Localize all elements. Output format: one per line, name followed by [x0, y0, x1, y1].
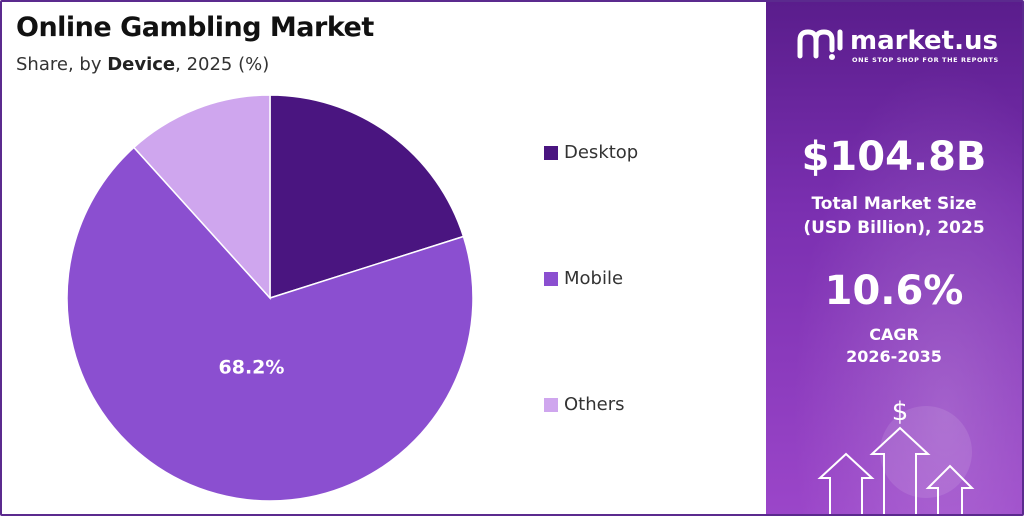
cagr-caption-line-1: CAGR: [869, 325, 919, 344]
cagr-caption: CAGR 2026-2035: [766, 324, 1022, 368]
chart-panel: Online Gambling Market Share, by Device,…: [2, 2, 766, 514]
brand-name: market.us: [850, 26, 998, 56]
legend-label: Desktop: [564, 142, 639, 163]
legend-swatch: [544, 271, 558, 286]
pie-slice-others: [132, 94, 271, 300]
panel-background-glow: [766, 2, 1022, 514]
chart-subtitle: Share, by Device, 2025 (%): [16, 54, 269, 75]
legend-item-desktop: Desktop: [544, 142, 638, 163]
legend-label: Mobile: [564, 268, 624, 289]
market-size-caption: Total Market Size (USD Billion), 2025: [766, 192, 1022, 240]
dollar-symbol: $: [892, 397, 909, 427]
pie-slice-desktop: [269, 94, 465, 300]
market-size-value: $104.8B: [801, 134, 987, 180]
summary-panel: market.us ONE STOP SHOP FOR THE REPORTS …: [766, 2, 1022, 514]
market-size-caption-line-1: Total Market Size: [811, 194, 977, 214]
legend-item-mobile: Mobile: [544, 268, 623, 289]
market-us-logo-icon: [797, 29, 843, 60]
data-label-mobile: 68.2%: [219, 357, 285, 379]
cagr-caption-line-2: 2026-2035: [846, 347, 942, 366]
legend-swatch: [544, 397, 558, 412]
cagr-value: 10.6%: [824, 268, 964, 314]
brand: market.us ONE STOP SHOP FOR THE REPORTS: [796, 26, 1006, 66]
legend-item-others: Others: [544, 394, 625, 415]
pie-slice-mobile: [66, 146, 474, 502]
pie-chart: 68.2%: [66, 94, 474, 502]
subtitle-bold: Device: [107, 54, 176, 75]
subtitle-prefix: Share, by: [16, 54, 108, 75]
growth-arrows-icon: $: [817, 397, 975, 514]
brand-tagline: ONE STOP SHOP FOR THE REPORTS: [852, 56, 999, 64]
chart-title: Online Gambling Market: [16, 12, 374, 43]
legend-swatch: [544, 145, 558, 160]
market-size-caption-line-2: (USD Billion), 2025: [803, 218, 985, 238]
legend-label: Others: [564, 394, 625, 415]
subtitle-suffix: , 2025 (%): [175, 54, 270, 75]
